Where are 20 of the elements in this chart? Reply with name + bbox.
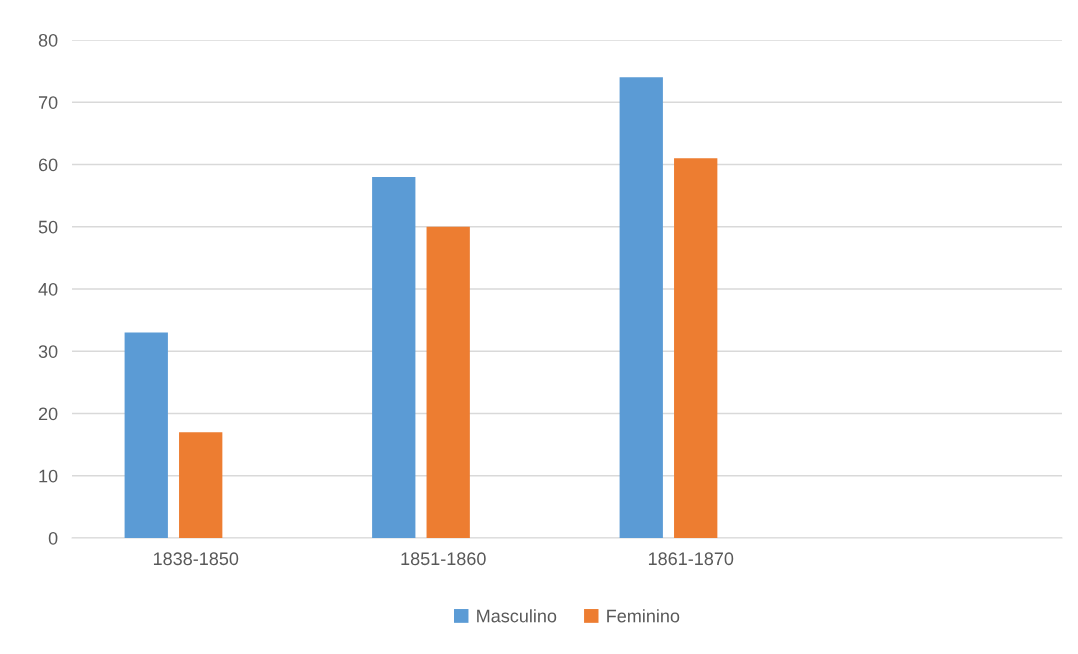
x-tick-label: 1851-1860	[401, 552, 486, 566]
bar	[179, 432, 223, 538]
y-tick-label: 70	[38, 96, 58, 109]
y-tick-label: 30	[38, 345, 58, 358]
bar	[619, 77, 663, 538]
x-tick-label: 1838-1850	[153, 552, 239, 566]
legend-label: Masculino	[477, 609, 557, 623]
y-tick-label: 80	[38, 33, 58, 47]
legend-label: Feminino	[607, 609, 680, 623]
y-tick-label: 10	[39, 469, 58, 483]
y-tick-label: 40	[38, 282, 58, 296]
y-tick-label: 50	[38, 220, 58, 234]
bar	[124, 332, 168, 538]
x-tick-label: 1861-1870	[648, 552, 734, 566]
bar	[426, 226, 470, 538]
bar	[372, 176, 416, 538]
y-tick-label: 60	[38, 158, 58, 172]
y-tick-label: 20	[38, 407, 58, 421]
bar	[674, 158, 718, 538]
y-tick-label: 0	[48, 531, 58, 545]
